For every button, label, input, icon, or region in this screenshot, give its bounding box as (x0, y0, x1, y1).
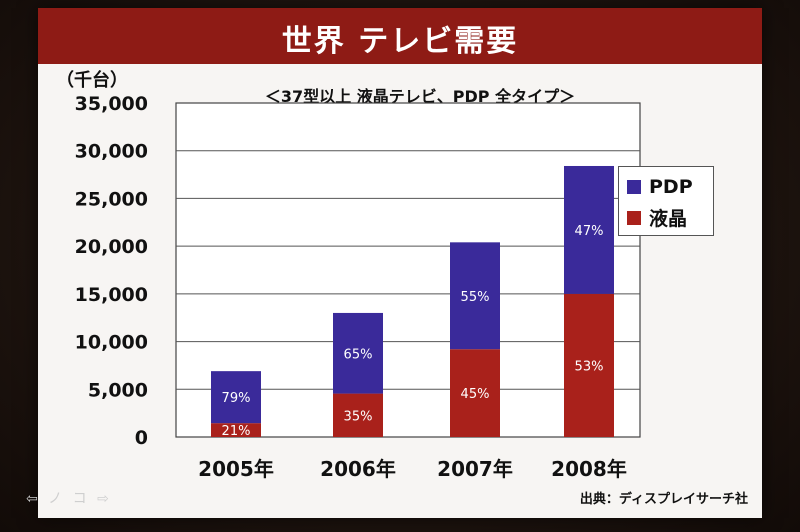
legend-label-lcd: 液晶 (649, 208, 688, 230)
legend-label-pdp: PDP (649, 176, 693, 198)
bar-data-label: 65% (344, 347, 373, 362)
bar-data-label: 79% (222, 391, 251, 406)
bar-segment-lcd (564, 293, 614, 437)
legend-swatch-lcd (627, 210, 641, 225)
slide-title: 世界 テレビ需要 (281, 24, 519, 59)
bar-data-label: 55% (461, 290, 490, 305)
bar-data-label: 35% (344, 409, 373, 424)
y-tick-label: 10,000 (75, 332, 148, 354)
legend-swatch-pdp (627, 180, 641, 194)
x-tick-label: 2007年 (437, 457, 513, 481)
bar-segment-lcd (211, 423, 261, 437)
legend-item-lcd: 液晶 (627, 204, 687, 231)
bar-data-label: 47% (575, 224, 604, 239)
x-tick-label: 2008年 (551, 457, 627, 481)
bar-data-label: 21% (222, 424, 251, 439)
bar-segment-pdp (450, 242, 500, 350)
bar-segment-pdp (211, 371, 261, 424)
legend: PDP 液晶 (618, 166, 714, 236)
y-tick-label: 20,000 (75, 236, 148, 258)
y-tick-label: 25,000 (75, 188, 148, 210)
title-bar: 世界 テレビ需要 (38, 8, 762, 64)
bar-segment-lcd (333, 393, 383, 437)
y-tick-label: 15,000 (75, 284, 148, 306)
y-axis-unit: （千台） (56, 70, 128, 91)
y-tick-label: 35,000 (75, 93, 148, 115)
y-tick-label: 0 (135, 427, 148, 449)
x-tick-label: 2006年 (320, 457, 396, 481)
legend-item-pdp: PDP (627, 176, 693, 198)
bar-data-label: 53% (575, 359, 604, 374)
slide-nav-controls[interactable]: ⇦ ノ コ ⇨ (26, 491, 112, 507)
y-tick-label: 30,000 (75, 141, 148, 163)
bar-segment-lcd (450, 349, 500, 437)
chart-subtitle: ＜37型以上 液晶テレビ、PDP 全タイプ＞ (264, 87, 576, 106)
bar-segment-pdp (333, 312, 383, 394)
bar-data-label: 45% (461, 387, 490, 402)
y-tick-label: 5,000 (88, 379, 148, 401)
data-source: 出典：ディスプレイサーチ社 (579, 492, 748, 507)
bar-segment-pdp (564, 165, 614, 294)
x-tick-label: 2005年 (198, 457, 274, 481)
